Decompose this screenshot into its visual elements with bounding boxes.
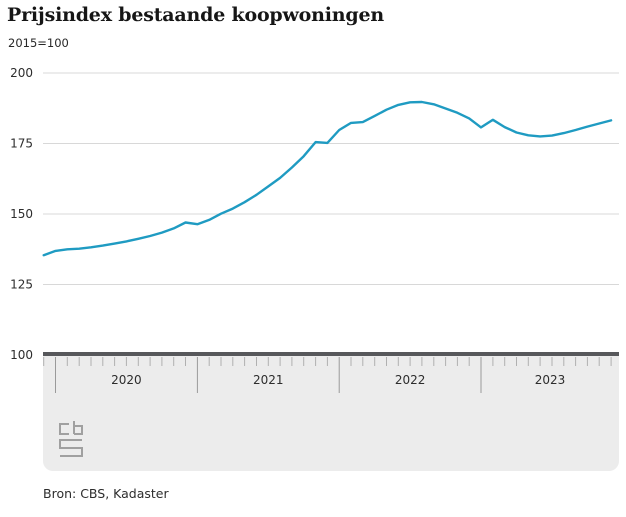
cbs-logo-icon <box>59 421 83 457</box>
x-axis-bar <box>43 352 619 356</box>
chart-unit-label: 2015=100 <box>8 36 69 50</box>
svg-text:100: 100 <box>10 348 33 362</box>
svg-text:200: 200 <box>10 66 33 80</box>
timeline-slider[interactable] <box>43 356 619 471</box>
price-index-series-line <box>42 100 613 257</box>
svg-text:2020: 2020 <box>111 373 142 387</box>
svg-text:2021: 2021 <box>253 373 284 387</box>
svg-text:2023: 2023 <box>535 373 566 387</box>
svg-text:175: 175 <box>10 137 33 151</box>
month-ticks <box>43 357 612 393</box>
page-title: Prijsindex bestaande koopwoningen <box>7 4 384 26</box>
svg-text:2022: 2022 <box>395 373 426 387</box>
svg-text:150: 150 <box>10 207 33 221</box>
gridlines <box>43 72 619 285</box>
svg-text:125: 125 <box>10 278 33 292</box>
source-text: Bron: CBS, Kadaster <box>43 486 169 501</box>
x-axis-year-labels: 2020 2021 2022 2023 <box>111 373 565 387</box>
y-axis-labels: 100 125 150 175 200 <box>10 66 33 362</box>
